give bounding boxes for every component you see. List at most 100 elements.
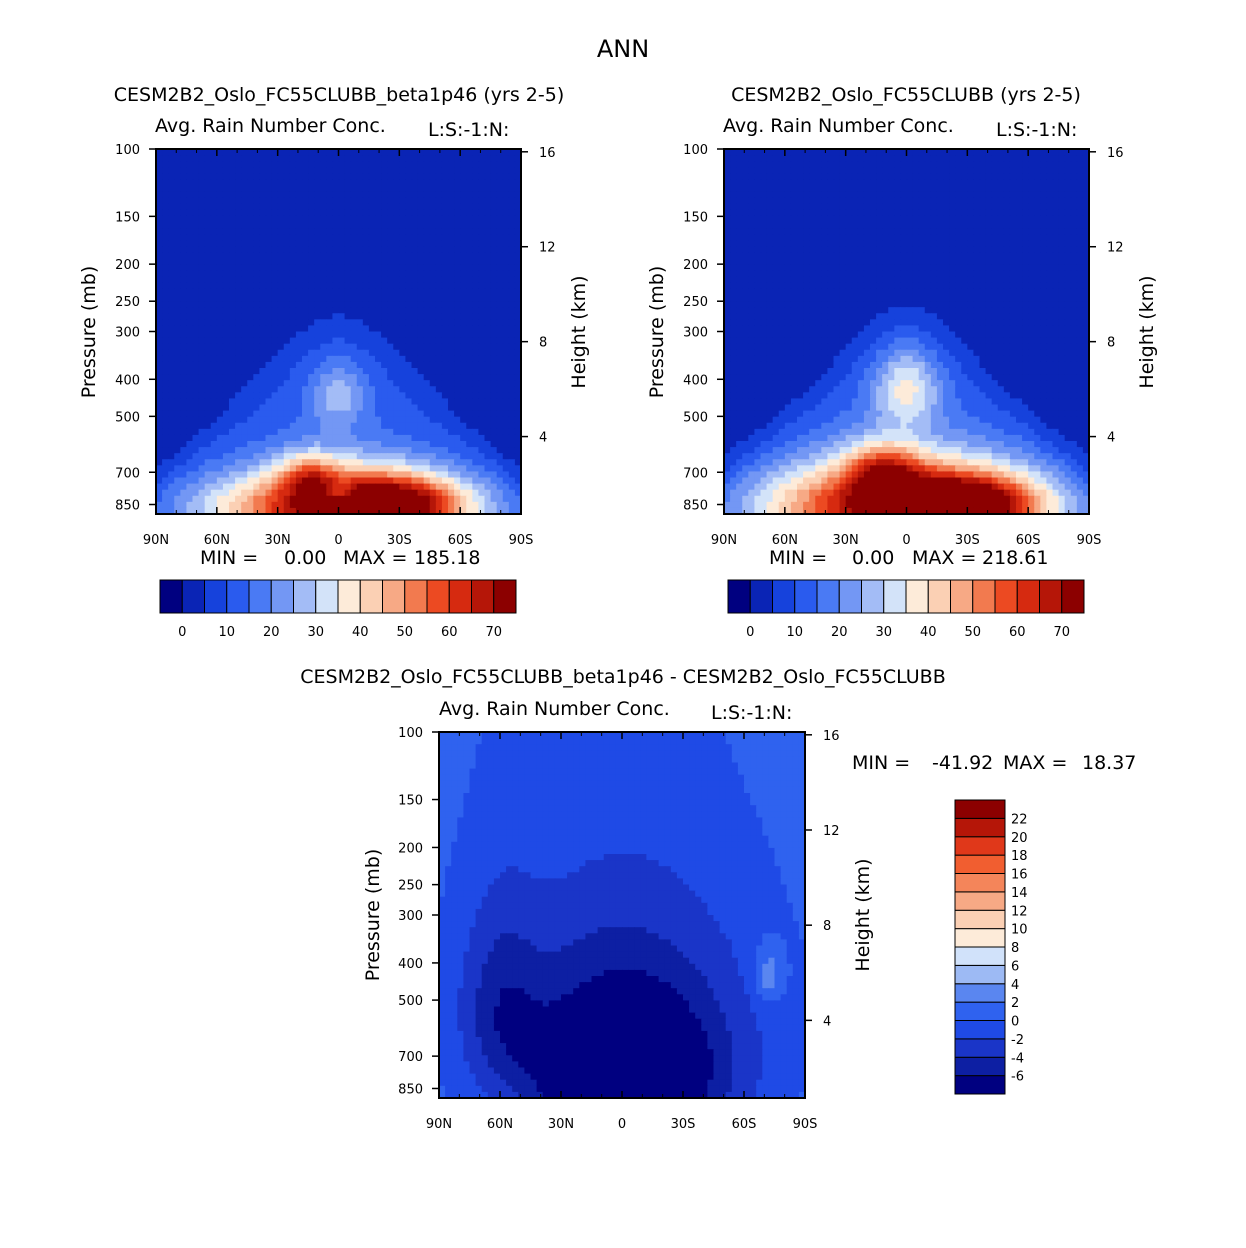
- field-cell: [876, 209, 883, 217]
- field-cell: [399, 471, 407, 479]
- field-cell: [156, 343, 163, 351]
- field-cell: [216, 507, 224, 515]
- field-cell: [253, 380, 261, 387]
- field-cell: [174, 422, 181, 430]
- field-cell: [192, 459, 200, 466]
- field-cell: [368, 258, 376, 266]
- field-cell: [320, 222, 327, 229]
- field-cell: [235, 179, 242, 187]
- field-cell: [283, 374, 291, 381]
- field-cell: [472, 331, 480, 339]
- field-cell: [985, 252, 993, 260]
- field-cell: [748, 161, 756, 168]
- field-cell: [381, 434, 388, 442]
- field-cell: [429, 167, 437, 174]
- field-cell: [1070, 234, 1078, 241]
- field-cell: [417, 386, 425, 393]
- field-cell: [876, 246, 883, 254]
- field-cell: [490, 471, 498, 479]
- field-cell: [423, 325, 431, 333]
- field-cell: [454, 434, 461, 442]
- field-cell: [283, 343, 291, 351]
- field-cell: [405, 325, 413, 333]
- field-cell: [162, 252, 169, 260]
- field-cell: [736, 270, 743, 278]
- field-cell: [247, 386, 254, 393]
- field-cell: [484, 483, 492, 491]
- field-cell: [210, 477, 218, 485]
- field-cell: [326, 343, 334, 351]
- field-cell: [283, 325, 291, 333]
- field-cell: [1052, 222, 1060, 229]
- field-cell: [405, 441, 413, 448]
- field-cell: [411, 307, 419, 314]
- field-cell: [393, 301, 400, 308]
- field-cell: [502, 465, 510, 473]
- field-cell: [192, 307, 200, 314]
- field-cell: [356, 392, 364, 400]
- field-cell: [888, 240, 895, 247]
- field-cell: [411, 222, 419, 229]
- field-cell: [502, 179, 510, 187]
- field-cell: [423, 374, 431, 381]
- field-cell: [271, 368, 279, 375]
- field-cell: [784, 173, 792, 181]
- colorbar-swatch: [226, 579, 250, 614]
- field-cell: [508, 282, 516, 290]
- field-cell: [724, 209, 731, 217]
- field-cell: [229, 361, 236, 369]
- field-cell: [375, 361, 382, 369]
- field-cell: [338, 167, 346, 174]
- field-cell: [241, 228, 248, 235]
- x-tick-label: 30N: [265, 533, 291, 548]
- field-cell: [326, 495, 334, 503]
- field-cell: [308, 416, 315, 424]
- field-cell: [235, 319, 242, 327]
- field-cell: [754, 215, 762, 223]
- field-cell: [368, 276, 376, 284]
- field-cell: [991, 179, 999, 187]
- field-cell: [198, 197, 206, 205]
- field-cell: [803, 258, 810, 266]
- field-cell: [724, 203, 731, 211]
- field-cell: [1040, 240, 1048, 247]
- field-cell: [314, 161, 321, 168]
- field-cell: [222, 404, 230, 412]
- field-cell: [253, 234, 261, 241]
- field-cell: [168, 361, 175, 369]
- field-cell: [429, 288, 437, 296]
- field-cell: [332, 507, 340, 515]
- field-cell: [472, 416, 480, 424]
- field-cell: [259, 349, 267, 357]
- field-cell: [277, 246, 285, 254]
- field-cell: [423, 465, 431, 473]
- field-cell: [460, 215, 467, 223]
- field-cell: [259, 483, 267, 491]
- field-cell: [496, 313, 504, 320]
- field-cell: [466, 149, 473, 156]
- field-cell: [490, 477, 498, 485]
- field-cell: [429, 380, 437, 387]
- field-cell: [265, 325, 273, 333]
- field-cell: [490, 507, 498, 515]
- field-cell: [210, 483, 218, 491]
- field-cell: [393, 215, 400, 223]
- field-cell: [302, 149, 309, 156]
- field-cell: [508, 246, 516, 254]
- field-cell: [1052, 185, 1060, 193]
- field-cell: [484, 228, 492, 235]
- field-cell: [1028, 222, 1035, 229]
- field-cell: [289, 209, 297, 217]
- field-cell: [222, 179, 230, 187]
- field-cell: [210, 495, 218, 503]
- field-cell: [320, 270, 327, 278]
- field-cell: [338, 319, 346, 327]
- field-cell: [967, 215, 975, 223]
- field-cell: [186, 361, 194, 369]
- field-cell: [387, 173, 394, 181]
- field-cell: [332, 209, 340, 217]
- field-cell: [502, 404, 510, 412]
- field-cell: [821, 222, 829, 229]
- field-cell: [229, 319, 236, 327]
- field-cell: [772, 258, 780, 266]
